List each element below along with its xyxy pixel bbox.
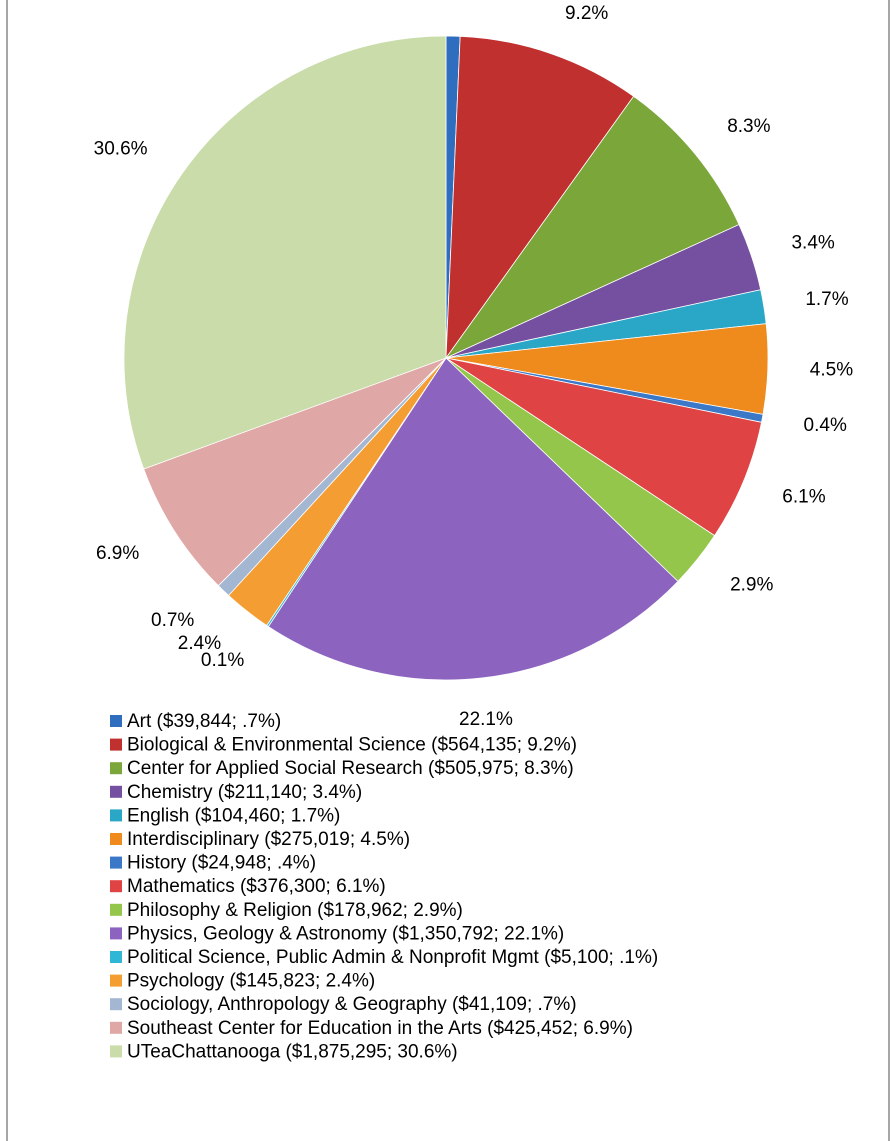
legend-label: Political Science, Public Admin & Nonpro… [127, 947, 658, 968]
slice-label: 0.7% [151, 610, 194, 631]
legend-label: Interdisciplinary ($275,019; 4.5%) [127, 829, 410, 850]
slice-label: 0.1% [201, 650, 244, 671]
slice-label: 0.4% [804, 415, 847, 436]
legend-label: Biological & Environmental Science ($564… [127, 735, 577, 756]
pie-slice [143, 357, 447, 587]
legend-swatch [110, 715, 122, 727]
legend-label: Mathematics ($376,300; 6.1%) [127, 876, 386, 897]
legend-swatch [110, 833, 122, 845]
legend-swatch [110, 1021, 122, 1034]
slice-label: 9.2% [565, 3, 608, 24]
pie-slice [444, 95, 740, 359]
legend-label: English ($104,460; 1.7%) [127, 805, 340, 826]
slice-label: 8.3% [727, 116, 770, 137]
slice-label: 6.1% [782, 486, 825, 507]
legend-swatch [110, 856, 122, 869]
legend-swatch [110, 998, 122, 1011]
legend-label: Psychology ($145,823; 2.4%) [127, 971, 375, 992]
legend-label: Center for Applied Social Research ($505… [127, 758, 574, 779]
legend-label: Sociology, Anthropology & Geography ($41… [127, 994, 577, 1015]
pie-slice [267, 357, 679, 681]
legend-swatch [110, 951, 122, 963]
slice-label: 22.1% [459, 709, 513, 730]
slice-label: 0.7% [432, 0, 475, 4]
legend-swatch [110, 903, 122, 916]
slice-label: 1.7% [805, 289, 848, 310]
legend-swatch [110, 880, 122, 893]
legend-label: Physics, Geology & Astronomy ($1,350,792… [127, 923, 564, 944]
chart-border [6, 0, 890, 1141]
pie-slice [445, 357, 762, 537]
legend-swatch [110, 738, 122, 751]
legend-swatch [110, 785, 122, 798]
slice-label: 2.4% [178, 633, 221, 654]
pie-slice [445, 35, 635, 360]
legend-swatch [110, 927, 122, 940]
legend-label: Southeast Center for Education in the Ar… [127, 1018, 633, 1039]
legend-label: Chemistry ($211,140; 3.4%) [127, 782, 362, 803]
slice-label: 2.9% [730, 575, 773, 596]
legend-label: History ($24,948; .4%) [127, 853, 316, 874]
legend-label: UTeaChattanooga ($1,875,295; 30.6%) [127, 1041, 458, 1062]
legend-swatch [110, 762, 122, 775]
pie-slice [123, 35, 447, 470]
slice-label: 6.9% [96, 543, 139, 564]
legend-label: Philosophy & Religion ($178,962; 2.9%) [127, 900, 463, 921]
legend-label: Art ($39,844; .7%) [127, 711, 281, 732]
slice-label: 3.4% [791, 232, 834, 253]
legend-swatch [110, 1045, 122, 1058]
legend-swatch [110, 974, 122, 987]
slice-label: 30.6% [94, 139, 148, 160]
slice-label: 4.5% [810, 360, 853, 381]
legend-swatch [110, 809, 122, 822]
